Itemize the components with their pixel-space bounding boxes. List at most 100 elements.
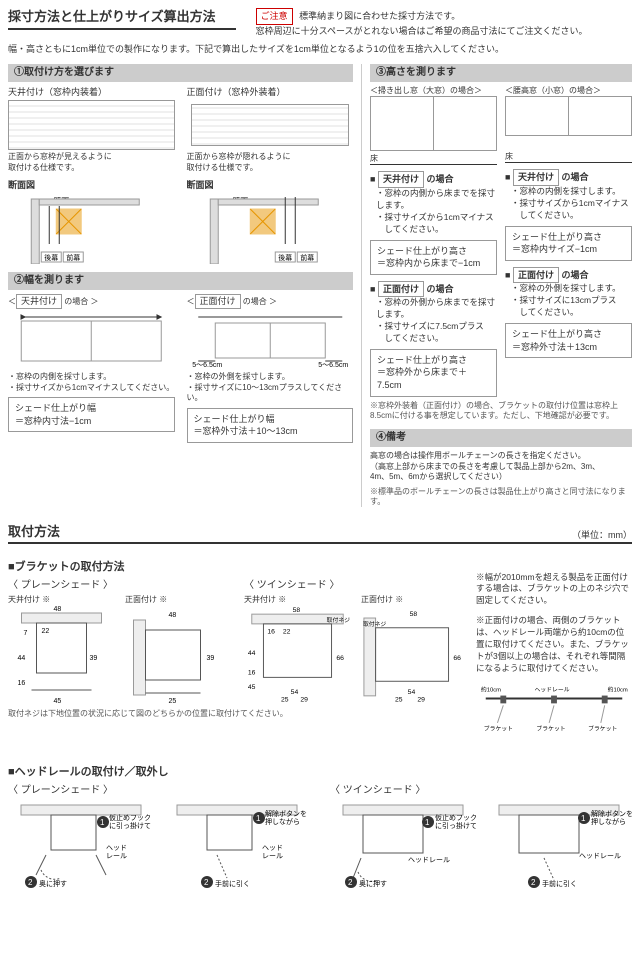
step3-header: ③高さを測ります [370,64,632,82]
front-desc: 正面から窓枠が隠れるように 取付ける仕様です。 [187,152,354,173]
front-label: 正面付け（窓枠外装着） [187,86,354,99]
install-title: 取付方法 [8,523,60,541]
small-ceiling-formula: シェード仕上がり高さ ＝窓枠内サイズ−1cm [505,226,632,261]
svg-text:1: 1 [100,818,105,827]
svg-text:16: 16 [18,680,26,687]
step4-text: 高窓の場合は操作用ボールチェーンの長さを指定ください。 （高窓上部から床までの長… [370,451,632,482]
headrail-plain-col: 〈 プレーンシェード 〉 1 仮止めフック に引っ掛けて ヘッド レール [8,784,310,890]
svg-text:54: 54 [408,689,416,696]
svg-text:29: 29 [417,697,425,704]
svg-text:54: 54 [291,689,299,696]
floor-label-2: 床 [505,151,632,163]
svg-text:39: 39 [207,655,215,662]
svg-text:48: 48 [54,606,62,613]
svg-text:2: 2 [531,878,536,887]
svg-text:前幕: 前幕 [66,253,80,262]
svg-text:前幕: 前幕 [300,253,314,262]
front-window-diagram [187,100,354,150]
svg-text:解除ボタンを: 解除ボタンを [591,809,632,818]
svg-text:2: 2 [28,878,33,887]
twin-shade-label: 〈 ツインシェード 〉 [244,579,468,593]
cross-label-2: 断面図 [187,179,354,192]
front-mount-label: 正面付け ※ [125,595,232,605]
svg-text:25: 25 [169,698,177,705]
svg-text:22: 22 [283,629,291,636]
main-title: 採寸方法と仕上がりサイズ算出方法 [8,8,236,30]
svg-text:48: 48 [169,612,177,619]
twin-front-diagram: 58 66 25 29 54 取付ネジ [361,605,468,705]
svg-text:に引っ掛けて: に引っ掛けて [109,821,151,830]
width-ceiling-diagram [8,313,175,368]
large-ceiling-formula: シェード仕上がり高さ ＝窓枠内から床まで−1cm [370,240,497,275]
svg-text:ヘッド: ヘッド [106,845,127,852]
width-ceiling-formula: シェード仕上がり幅 ＝窓枠内寸法−1cm [8,397,175,432]
plain-front-diagram: 48 39 25 [125,605,232,705]
plain-shade-label: 〈 プレーンシェード 〉 [8,579,232,593]
width-front-col: ＜正面付け の場合 ＞ 5〜6.5cm 5〜6.5cm ・窓枠の外側を採寸します… [187,294,354,443]
front-cross-diagram: 壁面 後幕 前幕 [187,194,354,264]
header-row: 採寸方法と仕上がりサイズ算出方法 ご注意 標準納まり図に合わせた採寸方法です。 … [8,8,632,37]
bracket-title: ■ブラケットの取付方法 [8,560,468,575]
svg-text:約10cm: 約10cm [481,685,501,693]
caution-text-1: 標準納まり図に合わせた採寸方法です。 [299,11,460,21]
svg-text:58: 58 [410,611,418,618]
small-ceiling-note: ・窓枠の内側を採寸します。 ・採寸サイズから1cmマイナス してください。 [505,186,632,222]
twin-attach-diagram: 1 仮止めフック に引っ掛けて ヘッドレール 2 奥に押す [330,800,476,890]
large-window-title: ＜掃き出し窓（大窓）の場合＞ [370,86,497,96]
svg-text:レール: レール [106,853,127,860]
ceiling-window-diagram [8,100,175,150]
right-column: ③高さを測ります ＜掃き出し窓（大窓）の場合＞ 床 ■ 天井付け の場合 ・窓枠… [361,64,632,508]
front-mount-col: 正面付け（窓枠外装着） 正面から窓枠が隠れるように 取付ける仕様です。 断面図 … [187,86,354,264]
svg-text:22: 22 [42,628,50,635]
left-column: ①取付け方を選びます 天井付け（窓枠内装着） 正面から窓枠が見えるように 取付け… [8,64,353,508]
front-case-label: 正面付け [195,294,241,310]
svg-text:1: 1 [581,814,586,823]
small-window-col: ＜腰高窓（小窓）の場合＞ 床 ■ 天井付け の場合 ・窓枠の内側を採寸します。 … [505,86,632,397]
svg-text:1: 1 [256,814,261,823]
svg-text:ヘッドレール: ヘッドレール [408,857,450,864]
large-window-col: ＜掃き出し窓（大窓）の場合＞ 床 ■ 天井付け の場合 ・窓枠の内側から床までを… [370,86,497,397]
svg-text:に引っ掛けて: に引っ掛けて [435,821,476,830]
right-note-2: ※正面付けの場合、両側のブラケットは、ヘッドレール両端から約10cmの位置に取付… [476,615,632,674]
large-front-formula: シェード仕上がり高さ ＝窓枠外から床まで＋7.5cm [370,349,497,397]
svg-text:5〜6.5cm: 5〜6.5cm [318,362,348,368]
cross-label-1: 断面図 [8,179,175,192]
bracket-left: ■ブラケットの取付方法 〈 プレーンシェード 〉 天井付け ※ 48 [8,552,468,757]
width-front-formula: シェード仕上がり幅 ＝窓枠外寸法＋10〜13cm [187,408,354,443]
small-window-title: ＜腰高窓（小窓）の場合＞ [505,86,632,96]
small-front-formula: シェード仕上がり高さ ＝窓枠外寸法＋13cm [505,323,632,358]
intro-text: 幅・高さともに1cm単位での製作になります。下記で算出したサイズを1cm単位とな… [8,43,632,56]
svg-text:7: 7 [24,630,28,637]
twin-shade-col: 〈 ツインシェード 〉 天井付け ※ 58 16 22 [244,579,468,705]
svg-text:39: 39 [90,655,98,662]
svg-text:2: 2 [204,878,209,887]
svg-text:手前に引く: 手前に引く [542,879,577,888]
svg-text:66: 66 [336,655,344,662]
caution-block: ご注意 標準納まり図に合わせた採寸方法です。 窓枠周辺に十分スペースがとれない場… [256,8,632,37]
caution-text-2: 窓枠周辺に十分スペースがとれない場合はご希望の商品寸法にてご注文ください。 [256,26,588,36]
svg-text:16: 16 [267,629,275,636]
headrail-title: ■ヘッドレールの取付け／取外し [8,765,632,780]
svg-text:45: 45 [248,684,256,691]
step2-header: ②幅を測ります [8,272,353,290]
svg-text:奥に押す: 奥に押す [39,879,67,888]
svg-text:ブラケット: ブラケット [536,724,565,732]
svg-text:2: 2 [348,878,353,887]
install-section: 取付方法 （単位：mm） ■ブラケットの取付方法 〈 プレーンシェード 〉 天井… [8,523,632,890]
svg-text:奥に押す: 奥に押す [359,879,387,888]
svg-text:44: 44 [18,655,26,662]
small-front-note: ・窓枠の外側を採寸します。 ・採寸サイズに13cmプラス してください。 [505,283,632,319]
svg-text:16: 16 [248,670,256,677]
twin-detach-diagram: 1 解除ボタンを 押しながら ヘッドレール 2 手前に引く [486,800,632,890]
ceiling-mount-col: 天井付け（窓枠内装着） 正面から窓枠が見えるように 取付ける仕様です。 断面図 … [8,86,175,264]
step4-note: ※標準品のボールチェーンの長さは製品仕上がり高さと同寸法になります。 [370,487,632,508]
ceiling-mount-label: 天井付け ※ [8,595,115,605]
svg-text:ブラケット: ブラケット [588,724,617,732]
svg-text:押しながら: 押しながら [265,817,300,826]
svg-text:後幕: 後幕 [44,253,58,262]
step1-header: ①取付け方を選びます [8,64,353,82]
svg-text:ブラケット: ブラケット [484,724,513,732]
svg-text:後幕: 後幕 [278,253,292,262]
step3-note: ※窓枠外装着（正面付け）の場合、ブラケットの取付け位置は窓枠上8.5cmに付ける… [370,401,632,422]
ceiling-cross-diagram: 壁面 後幕 前幕 [8,194,175,264]
